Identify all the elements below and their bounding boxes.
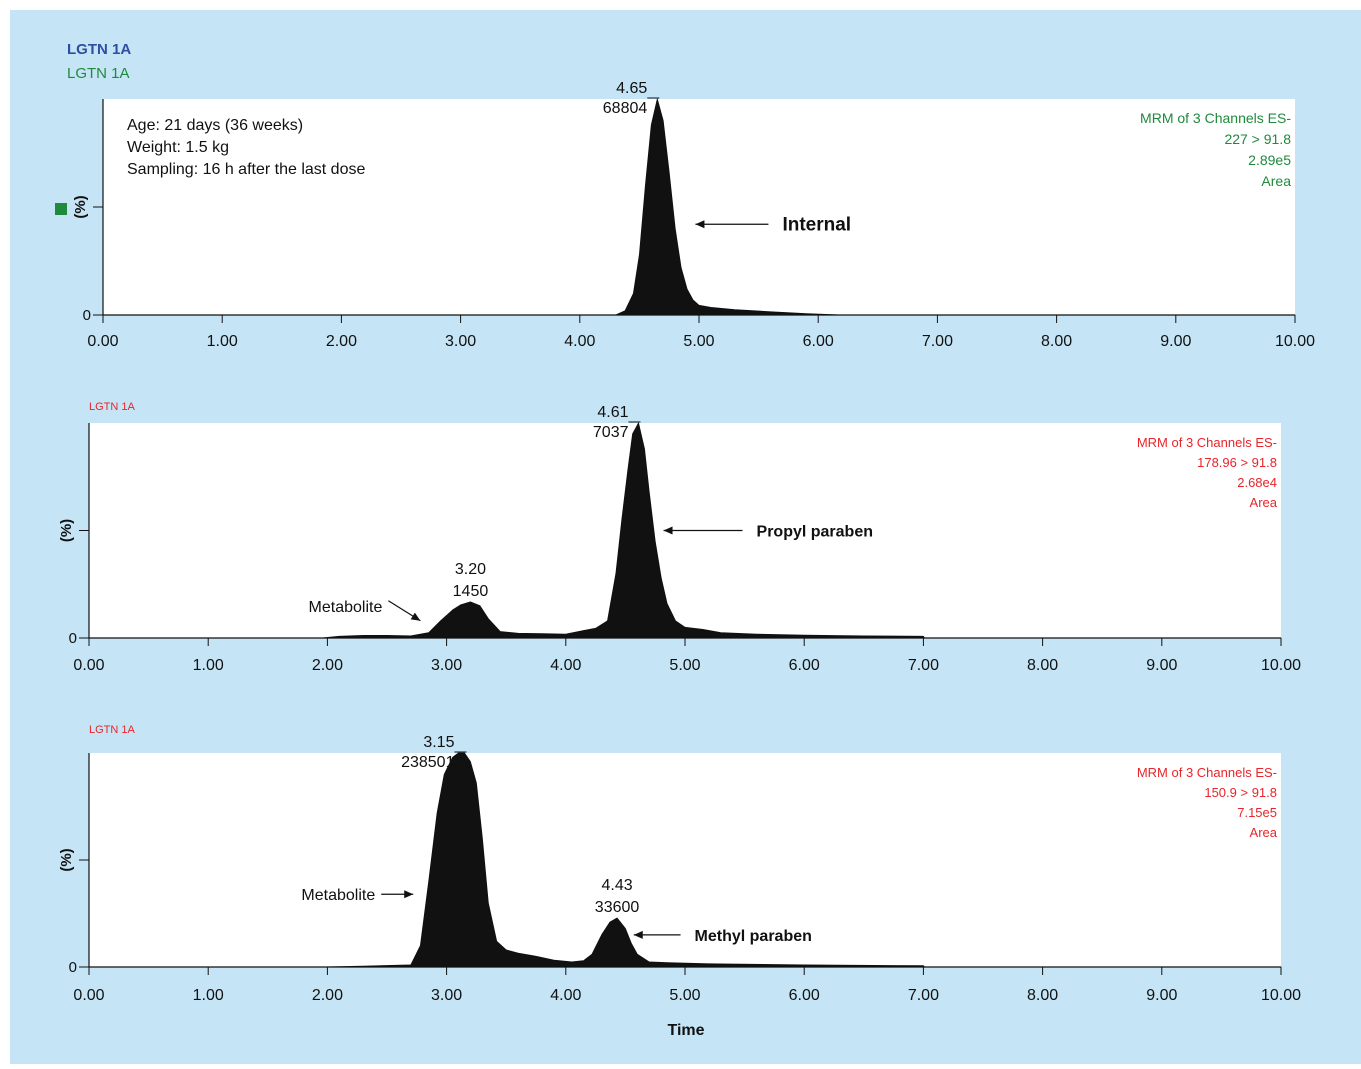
- peak-rt-label: 3.15: [423, 734, 454, 751]
- y-tick-label: 0: [83, 307, 91, 324]
- annotation-label: Propyl paraben: [757, 524, 873, 541]
- channel-line: MRM of 3 Channels ES-: [1137, 765, 1277, 780]
- x-tick-label: 0.00: [87, 333, 118, 350]
- chromatogram-trace: [102, 98, 1296, 316]
- peak-area-label: 1450: [453, 583, 489, 600]
- x-tick-label: 4.00: [550, 987, 581, 1004]
- y-axis-label: (%): [72, 195, 89, 218]
- channel-line: 2.68e4: [1237, 475, 1277, 490]
- x-tick-label: 7.00: [908, 987, 939, 1004]
- x-tick-label: 6.00: [789, 657, 820, 674]
- annotation-arrowhead: [633, 930, 643, 939]
- figure-panel: LGTN 1A LGTN 1A Age: 21 days (36 weeks) Wei…: [10, 10, 1361, 1064]
- x-tick-label: 5.00: [669, 657, 700, 674]
- x-tick-label: 4.00: [564, 333, 595, 350]
- channel-line: Area: [1250, 825, 1278, 840]
- x-tick-label: 10.00: [1261, 657, 1301, 674]
- y-axis-label: (%): [58, 848, 75, 871]
- chromatogram-trace: [88, 752, 1282, 968]
- x-tick-label: 10.00: [1261, 987, 1301, 1004]
- channel-line: 7.15e5: [1237, 805, 1277, 820]
- annotation-arrowhead: [663, 526, 673, 535]
- x-tick-label: 0.00: [73, 657, 104, 674]
- y-axis-label: (%): [58, 519, 75, 542]
- x-tick-label: 8.00: [1027, 987, 1058, 1004]
- channel-marker: [55, 203, 67, 215]
- sample-label: LGTN 1A: [89, 401, 136, 413]
- x-tick-label: 7.00: [922, 333, 953, 350]
- x-tick-label: 2.00: [312, 987, 343, 1004]
- peak-rt-label: 4.61: [597, 404, 628, 421]
- chart-panel-2: LGTN 1A MRM of 3 Channels ES- 178.96 > 91.…: [58, 401, 1301, 674]
- y-tick-label: 0: [69, 959, 77, 976]
- annotation-label: Metabolite: [309, 599, 383, 616]
- x-tick-label: 3.00: [431, 657, 462, 674]
- x-tick-label: 8.00: [1027, 657, 1058, 674]
- channel-line: 2.89e5: [1248, 152, 1291, 168]
- x-tick-label: 5.00: [683, 333, 714, 350]
- channel-line: Area: [1261, 173, 1291, 189]
- info-line: Weight: 1.5 kg: [127, 139, 229, 156]
- x-tick-label: 1.00: [193, 657, 224, 674]
- chart-panel-1: LGTN 1A Age: 21 days (36 weeks) Weight: 1.…: [67, 65, 1315, 350]
- channel-line: Area: [1250, 495, 1278, 510]
- x-axis-title: Time: [667, 1022, 704, 1039]
- x-tick-label: 1.00: [207, 333, 238, 350]
- channel-line: 150.9 > 91.8: [1204, 785, 1277, 800]
- info-line: Age: 21 days (36 weeks): [127, 117, 303, 134]
- annotation-arrowhead: [695, 220, 705, 229]
- sample-label: LGTN 1A: [89, 724, 136, 736]
- x-tick-label: 1.00: [193, 987, 224, 1004]
- header-title: LGTN 1A: [67, 41, 131, 58]
- channel-line: 178.96 > 91.8: [1197, 455, 1277, 470]
- x-tick-label: 3.00: [445, 333, 476, 350]
- channel-line: MRM of 3 Channels ES-: [1140, 110, 1291, 126]
- x-tick-label: 6.00: [803, 333, 834, 350]
- x-tick-label: 9.00: [1160, 333, 1191, 350]
- x-tick-label: 10.00: [1275, 333, 1315, 350]
- chromatogram-trace: [88, 422, 1282, 639]
- annotation-label: Internal: [782, 214, 851, 235]
- x-tick-label: 9.00: [1146, 987, 1177, 1004]
- peak-rt-label: 4.65: [616, 80, 647, 97]
- annotation-label: Methyl paraben: [695, 928, 812, 945]
- channel-line: MRM of 3 Channels ES-: [1137, 435, 1277, 450]
- x-tick-label: 3.00: [431, 987, 462, 1004]
- channel-line: 227 > 91.8: [1224, 131, 1291, 147]
- annotation-arrowhead: [404, 890, 414, 899]
- x-tick-label: 0.00: [73, 987, 104, 1004]
- x-tick-label: 8.00: [1041, 333, 1072, 350]
- x-tick-label: 6.00: [789, 987, 820, 1004]
- x-tick-label: 5.00: [669, 987, 700, 1004]
- peak-area-label: 238501: [401, 754, 454, 771]
- plot-area: [89, 753, 1281, 967]
- plot-area: [103, 99, 1295, 315]
- peak-area-label: 7037: [593, 424, 629, 441]
- x-tick-label: 7.00: [908, 657, 939, 674]
- peak-rt-label: 3.20: [455, 561, 486, 578]
- peak-area-label: 33600: [595, 899, 640, 916]
- x-tick-label: 2.00: [312, 657, 343, 674]
- annotation-label: Metabolite: [301, 887, 375, 904]
- x-tick-label: 9.00: [1146, 657, 1177, 674]
- x-tick-label: 4.00: [550, 657, 581, 674]
- sample-label: LGTN 1A: [67, 65, 130, 82]
- chart-panel-3: LGTN 1A MRM of 3 Channels ES- 150.9 > 91.8…: [58, 724, 1301, 1004]
- chromatogram-figure: LGTN 1A LGTN 1A Age: 21 days (36 weeks) Wei…: [55, 41, 1315, 1039]
- annotation-arrowhead: [410, 612, 421, 621]
- info-line: Sampling: 16 h after the last dose: [127, 161, 365, 178]
- peak-rt-label: 4.43: [601, 877, 632, 894]
- x-tick-label: 2.00: [326, 333, 357, 350]
- peak-area-label: 68804: [603, 100, 648, 117]
- y-tick-label: 0: [69, 630, 77, 647]
